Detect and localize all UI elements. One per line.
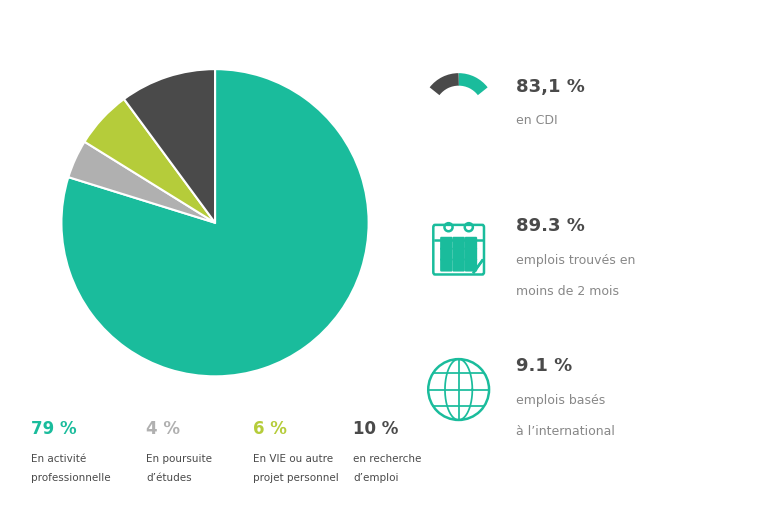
Text: projet personnel: projet personnel <box>253 473 339 483</box>
FancyBboxPatch shape <box>465 237 477 250</box>
Text: en CDI: en CDI <box>516 114 558 127</box>
Text: emplois trouvés en: emplois trouvés en <box>516 254 635 267</box>
FancyBboxPatch shape <box>465 248 477 261</box>
Text: En activité: En activité <box>31 454 86 464</box>
Text: d’études: d’études <box>146 473 191 483</box>
FancyBboxPatch shape <box>452 248 465 261</box>
Text: en recherche: en recherche <box>353 454 422 464</box>
Text: 89.3 %: 89.3 % <box>516 218 585 235</box>
FancyBboxPatch shape <box>440 237 452 250</box>
Text: emplois basés: emplois basés <box>516 394 605 407</box>
FancyBboxPatch shape <box>452 237 465 250</box>
Text: 4 %: 4 % <box>146 420 180 438</box>
Text: d’emploi: d’emploi <box>353 473 399 483</box>
Text: 79 %: 79 % <box>31 420 76 438</box>
Wedge shape <box>124 69 215 223</box>
Text: 6 %: 6 % <box>253 420 287 438</box>
Text: professionnelle: professionnelle <box>31 473 111 483</box>
Text: En poursuite: En poursuite <box>146 454 212 464</box>
Text: moins de 2 mois: moins de 2 mois <box>516 284 619 298</box>
Wedge shape <box>84 99 215 223</box>
Text: En VIE ou autre: En VIE ou autre <box>253 454 333 464</box>
Text: 9.1 %: 9.1 % <box>516 357 572 375</box>
Wedge shape <box>61 69 369 377</box>
Text: 10 %: 10 % <box>353 420 399 438</box>
FancyBboxPatch shape <box>452 258 465 271</box>
FancyBboxPatch shape <box>440 258 452 271</box>
Text: 83,1 %: 83,1 % <box>516 78 585 95</box>
Wedge shape <box>68 142 215 223</box>
Text: à l’international: à l’international <box>516 424 615 438</box>
FancyBboxPatch shape <box>465 258 477 271</box>
FancyBboxPatch shape <box>440 248 452 261</box>
